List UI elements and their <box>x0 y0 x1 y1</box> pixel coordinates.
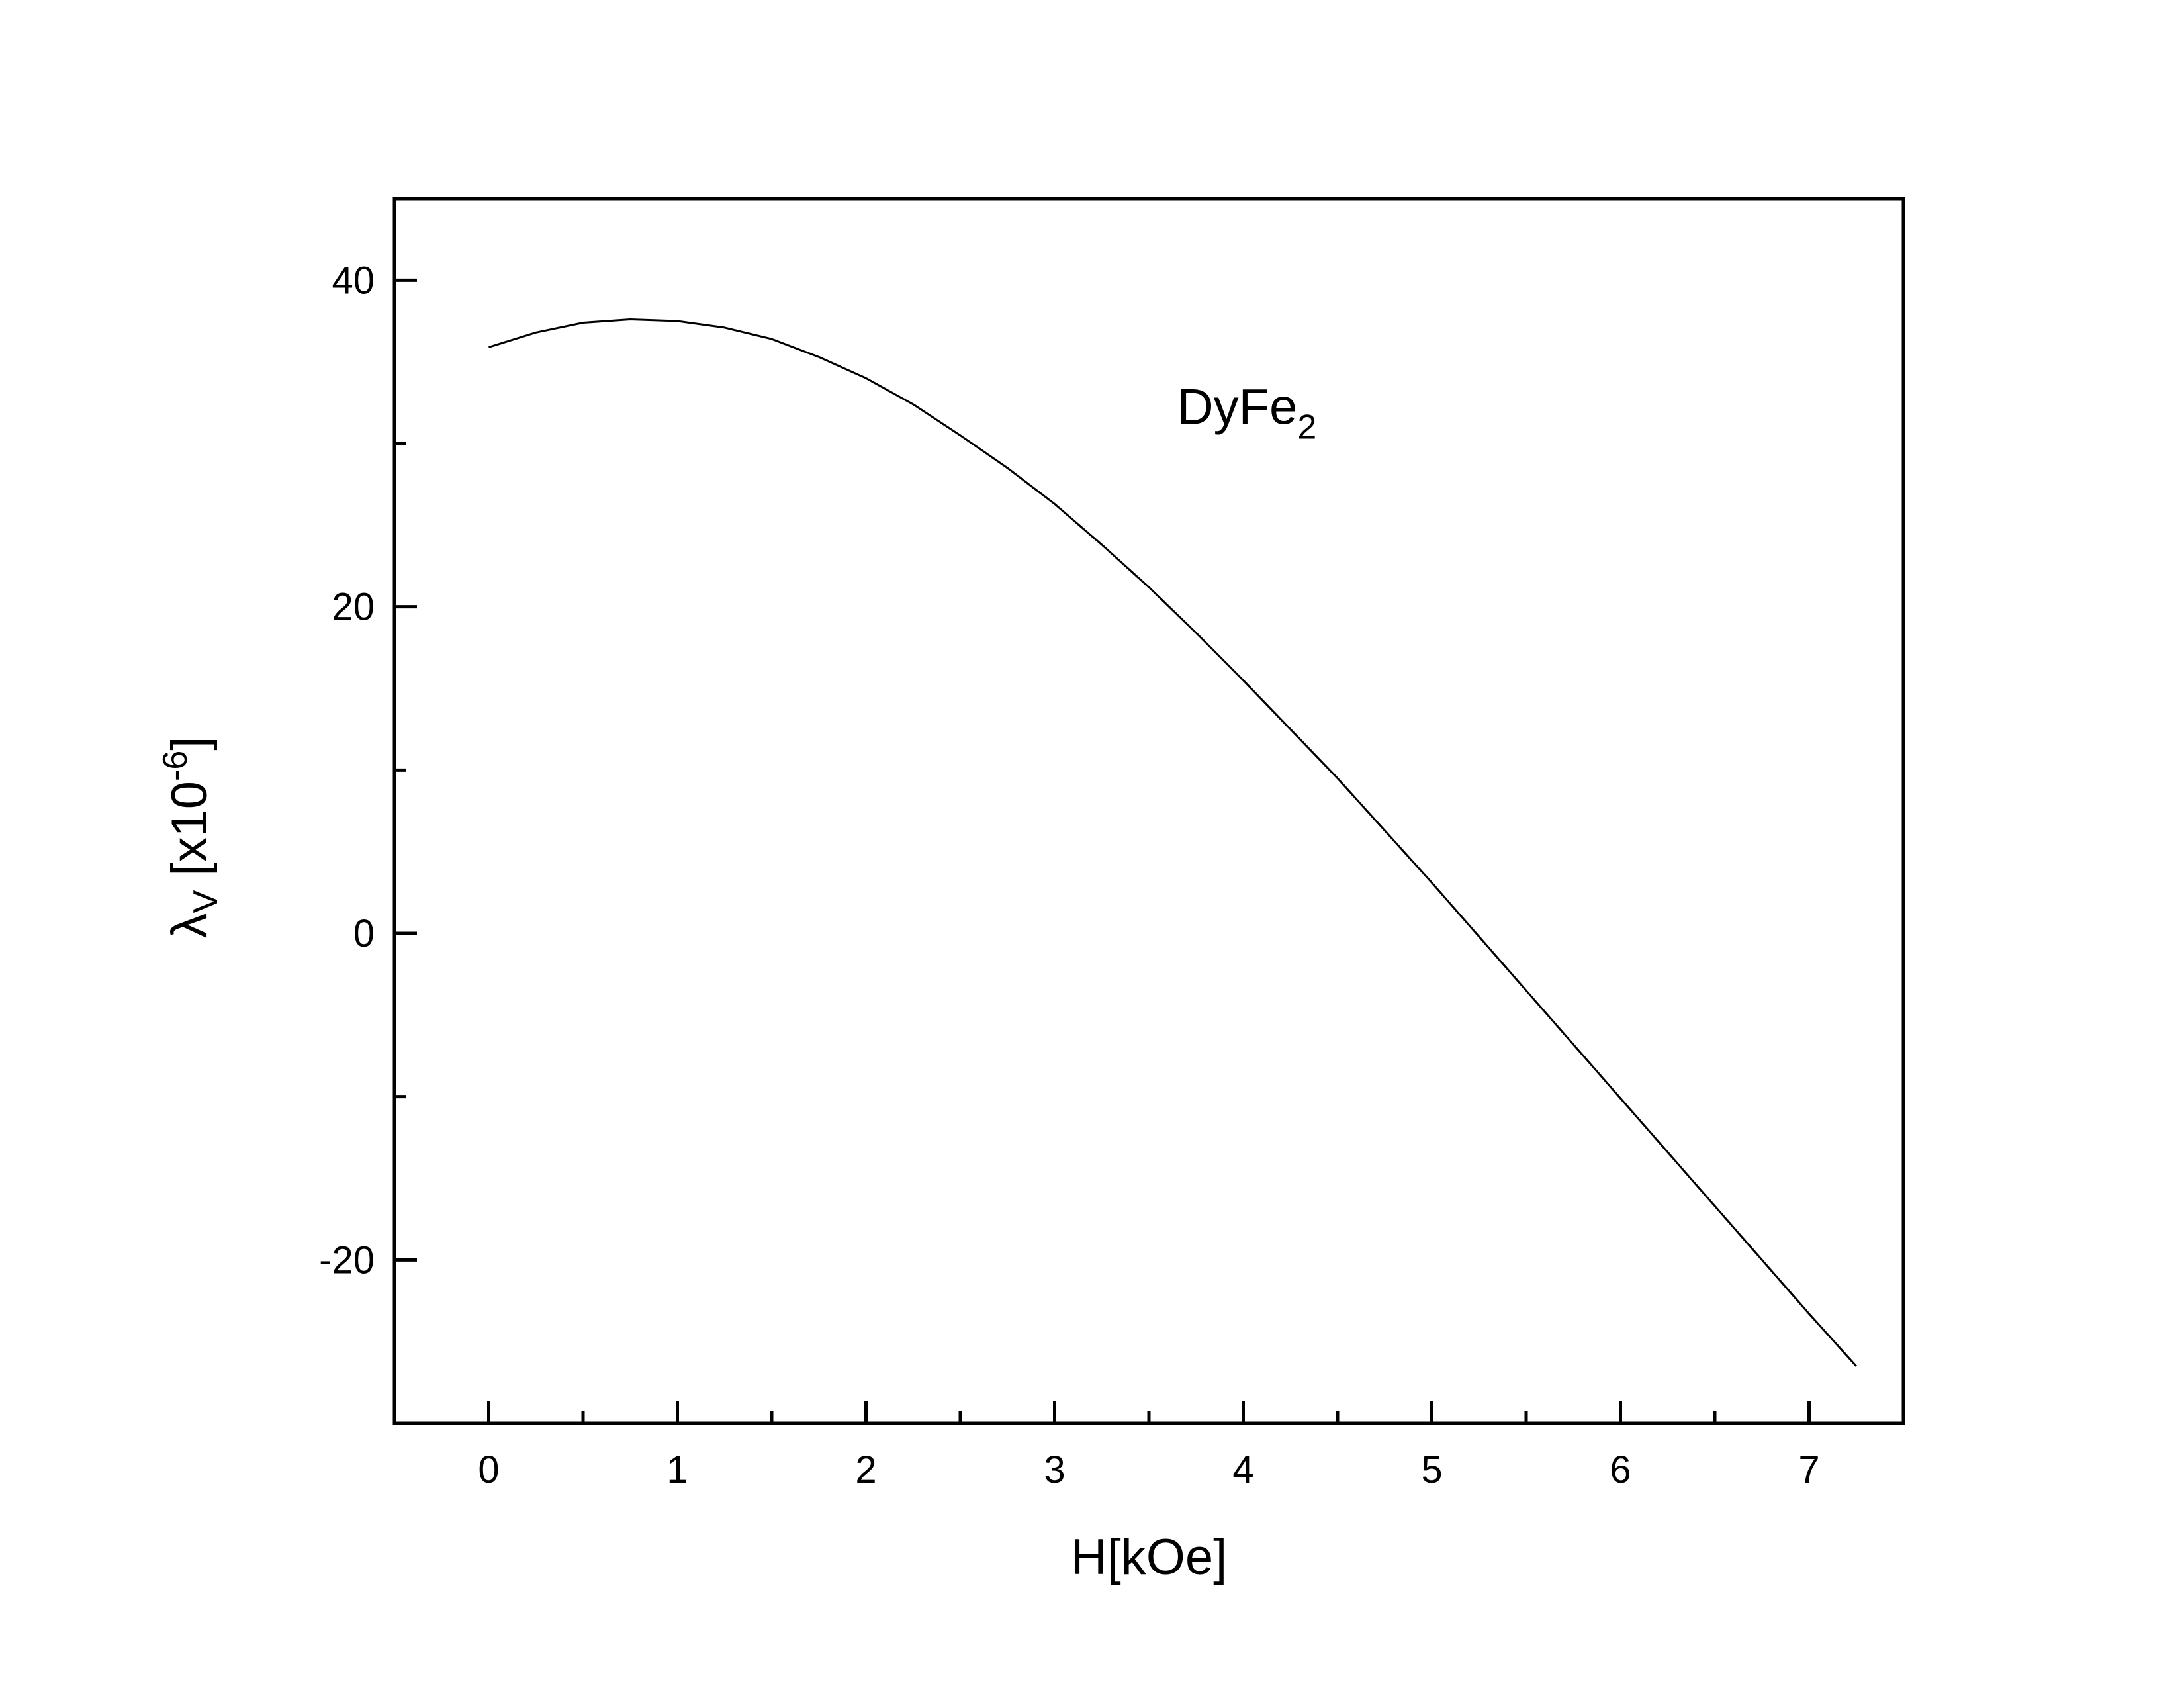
y-tick-label: 20 <box>332 586 375 629</box>
plot-frame <box>392 197 1905 1425</box>
y-axis-title: λV [x10-6] <box>156 737 225 939</box>
x-tick-label: 0 <box>478 1448 499 1491</box>
annotation-main: DyFe <box>1177 379 1298 435</box>
compound-annotation: DyFe2 <box>1177 379 1317 446</box>
series-line <box>488 318 1857 1367</box>
y-axis-unit-exponent: -6 <box>156 751 195 781</box>
x-tick-label: 7 <box>1798 1448 1819 1491</box>
x-tick-label: 5 <box>1421 1448 1442 1491</box>
x-tick-label: 3 <box>1044 1448 1065 1491</box>
y-axis-unit-close: ] <box>161 737 218 751</box>
x-tick-label: 1 <box>666 1448 688 1491</box>
tick-labels: 0 1 2 3 4 5 6 7 -20 0 20 40 <box>319 259 1819 1491</box>
x-tick-label: 2 <box>855 1448 876 1491</box>
series-layer <box>488 318 1857 1367</box>
y-tick-label: -20 <box>319 1239 375 1282</box>
annotation-subscript: 2 <box>1297 408 1316 446</box>
axis-ticks <box>394 278 1811 1423</box>
y-axis-unit-open: [x10 <box>161 781 218 890</box>
y-tick-label: 40 <box>332 259 375 302</box>
y-tick-label: 0 <box>353 912 375 955</box>
x-axis-title: H[kOe] <box>1071 1529 1228 1585</box>
y-axis-symbol-subscript: V <box>187 890 225 913</box>
y-axis-symbol: λ <box>161 913 218 938</box>
x-tick-label: 4 <box>1232 1448 1253 1491</box>
x-tick-label: 6 <box>1610 1448 1631 1491</box>
